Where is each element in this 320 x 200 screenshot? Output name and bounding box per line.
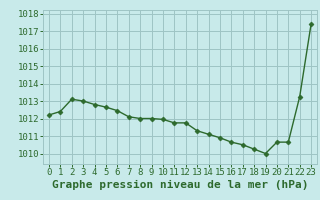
X-axis label: Graphe pression niveau de la mer (hPa): Graphe pression niveau de la mer (hPa) [52,180,308,190]
